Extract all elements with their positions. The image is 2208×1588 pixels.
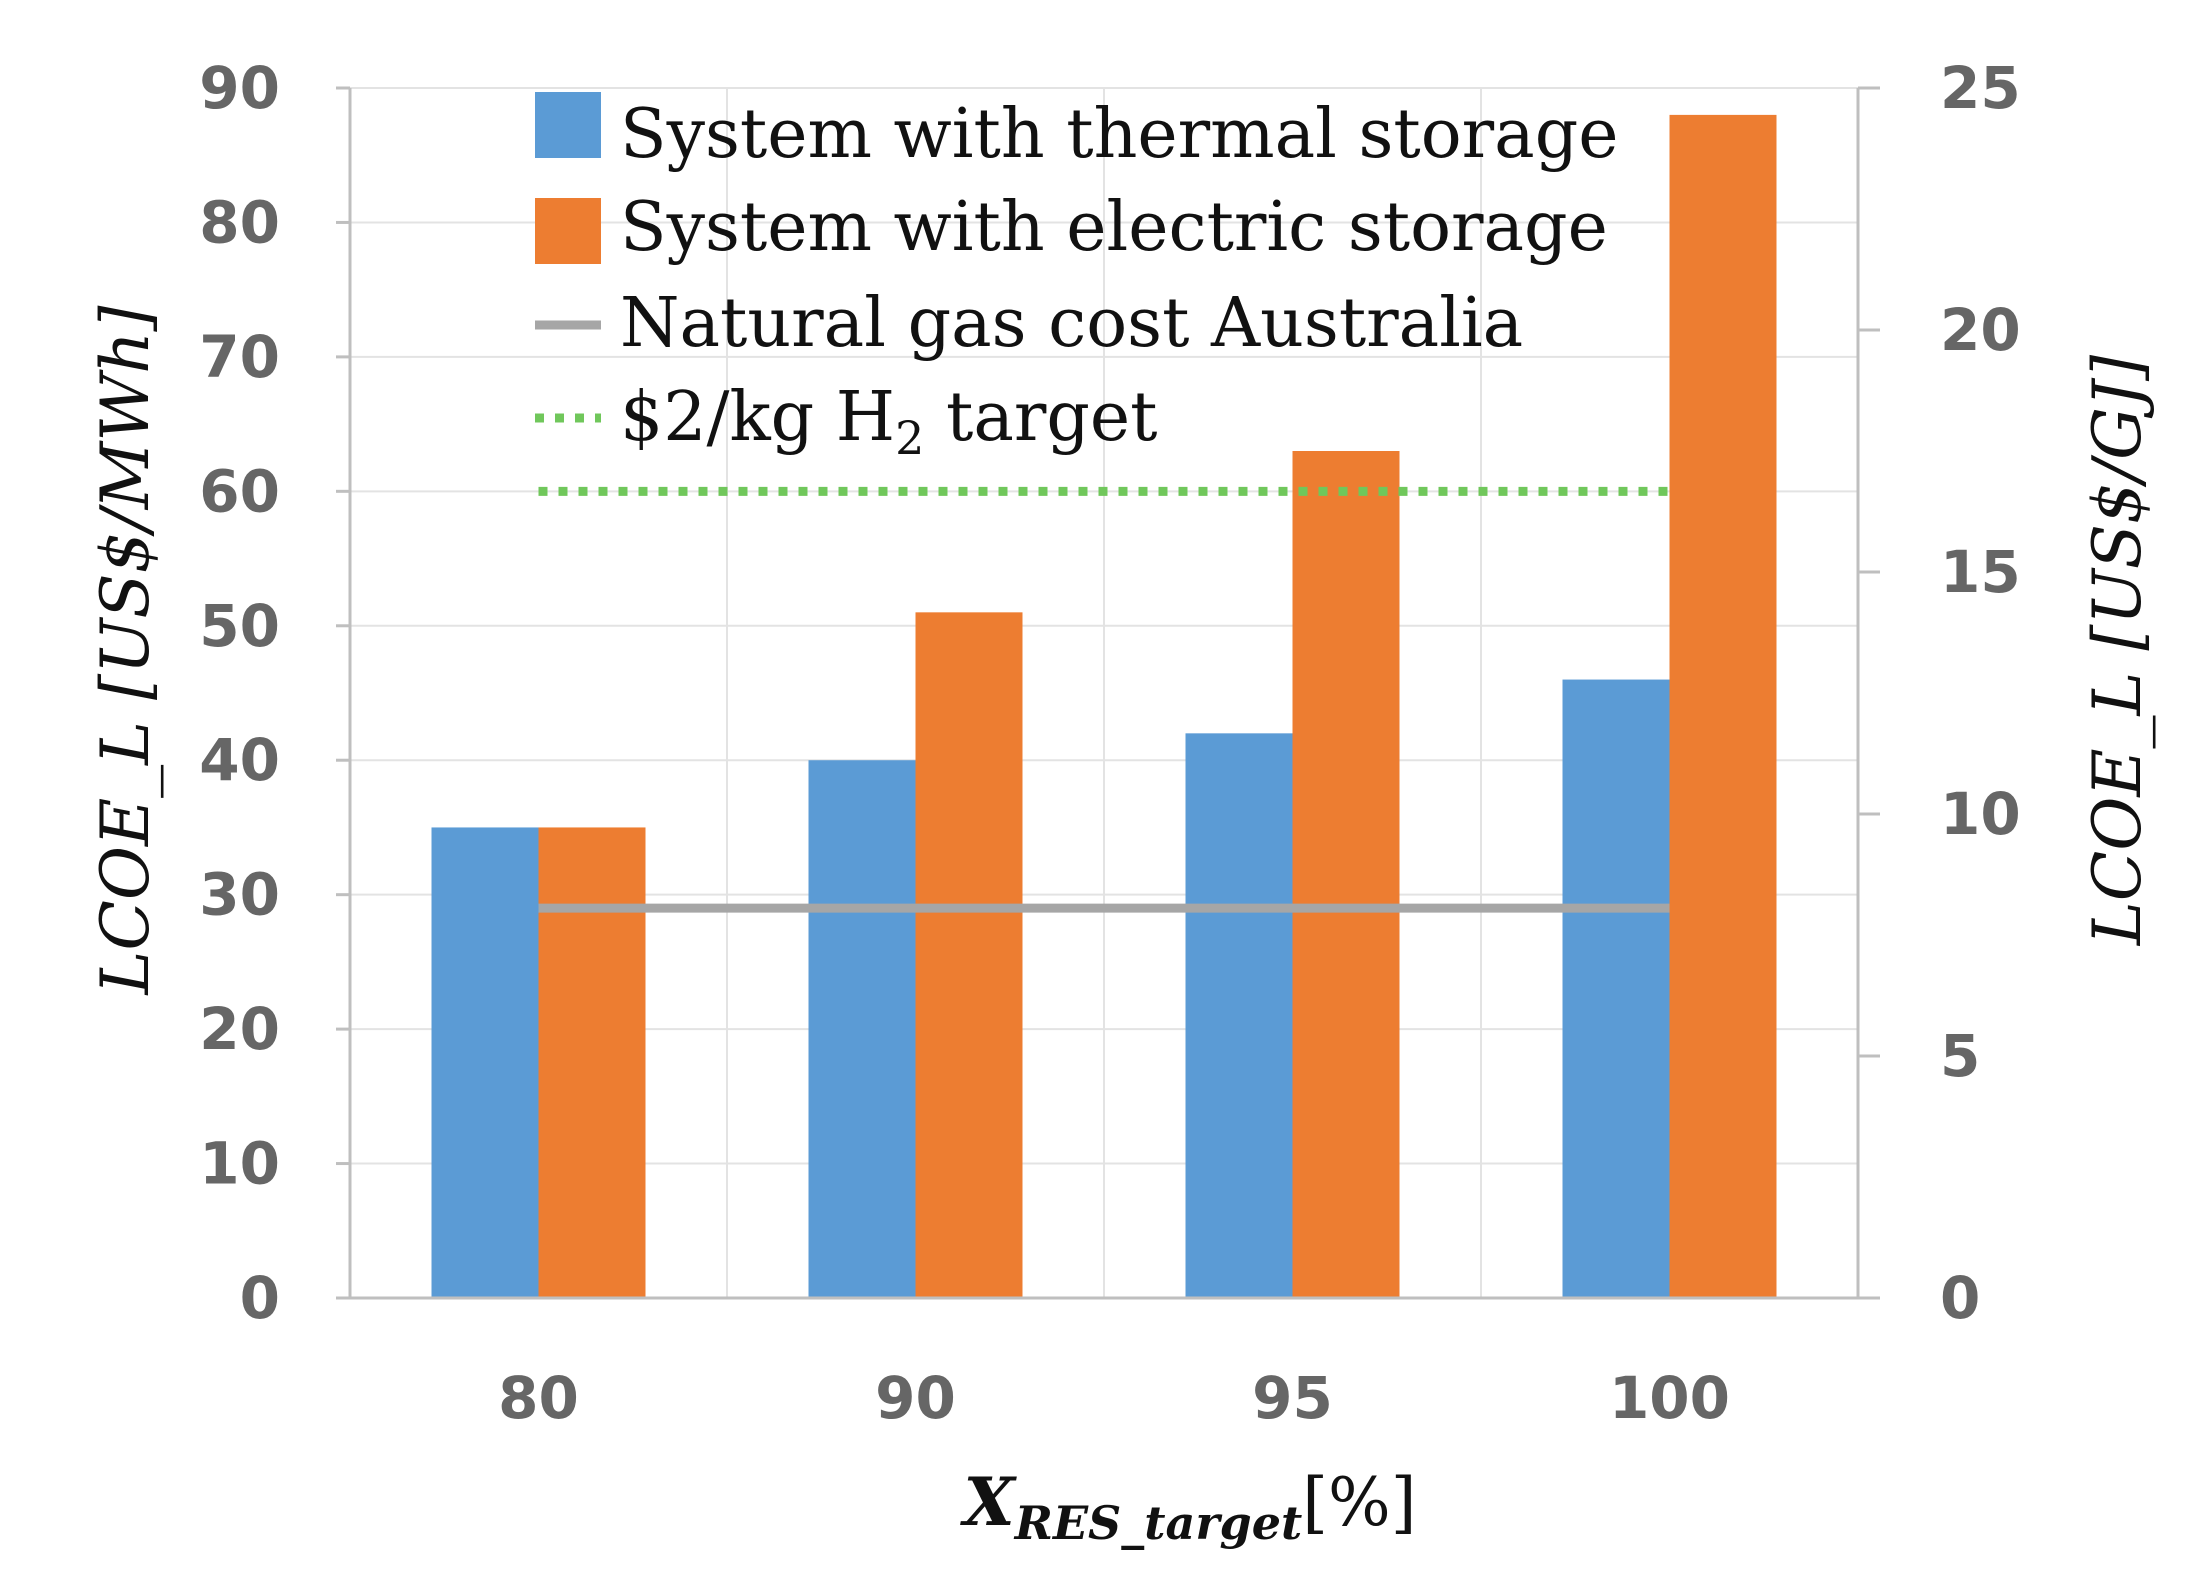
- x-axis-title: XRES_target[%]: [960, 1463, 1417, 1550]
- legend-label-electric: System with electric storage: [620, 188, 1608, 267]
- legend-label-h2-sub: 2: [895, 411, 924, 465]
- y-tick-label-2: 20: [199, 995, 280, 1063]
- y-axis-title: LCOE_L [US$/MWh]: [87, 305, 164, 995]
- bar-s1-90: [915, 612, 1023, 1298]
- legend-swatch-thermal: [535, 92, 601, 158]
- x-tick-label-100: 100: [1609, 1364, 1730, 1432]
- legend-label-gas: Natural gas cost Australia: [620, 284, 1523, 363]
- legend-label-thermal: System with thermal storage: [620, 95, 1618, 174]
- legend-label-h2-suffix: target: [924, 378, 1157, 457]
- x-axis-title-unit: [%]: [1302, 1464, 1416, 1541]
- y-tick-label-9: 90: [199, 54, 280, 122]
- y-tick-label-4: 40: [199, 726, 280, 794]
- x-axis-ticks: 80 90 95 100: [498, 1364, 1730, 1432]
- x-axis-title-sub: RES_target: [1013, 1496, 1302, 1550]
- y2-tick-label-4: 20: [1940, 296, 2021, 364]
- bar-s1-95: [1292, 451, 1400, 1298]
- y-tick-label-3: 30: [199, 861, 280, 929]
- bars: [431, 114, 1777, 1298]
- bar-s1-80: [538, 827, 646, 1298]
- y-tick-label-5: 50: [199, 592, 280, 660]
- y-tick-label-1: 10: [199, 1130, 280, 1198]
- x-tick-label-95: 95: [1252, 1364, 1333, 1432]
- y-axis-ticks: 0 10 20 30 40 50 60 70 80 90: [199, 54, 350, 1332]
- y2-axis-ticks: 0 5 10 15 20 25: [1858, 54, 2021, 1332]
- y2-axis-title: LCOE_L [US$/GJ]: [2079, 355, 2156, 946]
- y-tick-label-8: 80: [199, 188, 280, 256]
- axes: [348, 88, 1880, 1300]
- y-tick-label-7: 70: [199, 323, 280, 391]
- legend-swatch-electric: [535, 198, 601, 264]
- reference-lines: [538, 486, 1670, 913]
- y2-tick-label-1: 5: [1940, 1022, 1980, 1090]
- bar-s0-95: [1185, 733, 1293, 1298]
- grid-lines: [350, 87, 1858, 1299]
- y-tick-label-0: 0: [240, 1264, 280, 1332]
- legend-label-h2: $2/kg H2 target: [620, 378, 1157, 465]
- bar-s0-80: [431, 827, 539, 1298]
- y-tick-label-6: 60: [199, 457, 280, 525]
- bar-s0-100: [1562, 679, 1670, 1298]
- bar-s1-100: [1669, 114, 1777, 1298]
- y2-tick-label-0: 0: [1940, 1264, 1980, 1332]
- x-tick-label-80: 80: [498, 1364, 579, 1432]
- x-axis-title-main: X: [960, 1463, 1018, 1541]
- bar-s0-90: [808, 760, 916, 1298]
- legend-label-h2-prefix: $2/kg H: [620, 378, 895, 457]
- legend: System with thermal storage System with …: [535, 92, 1618, 465]
- x-tick-label-90: 90: [875, 1364, 956, 1432]
- y2-tick-label-5: 25: [1940, 54, 2021, 122]
- y2-tick-label-3: 15: [1940, 538, 2021, 606]
- y2-tick-label-2: 10: [1940, 780, 2021, 848]
